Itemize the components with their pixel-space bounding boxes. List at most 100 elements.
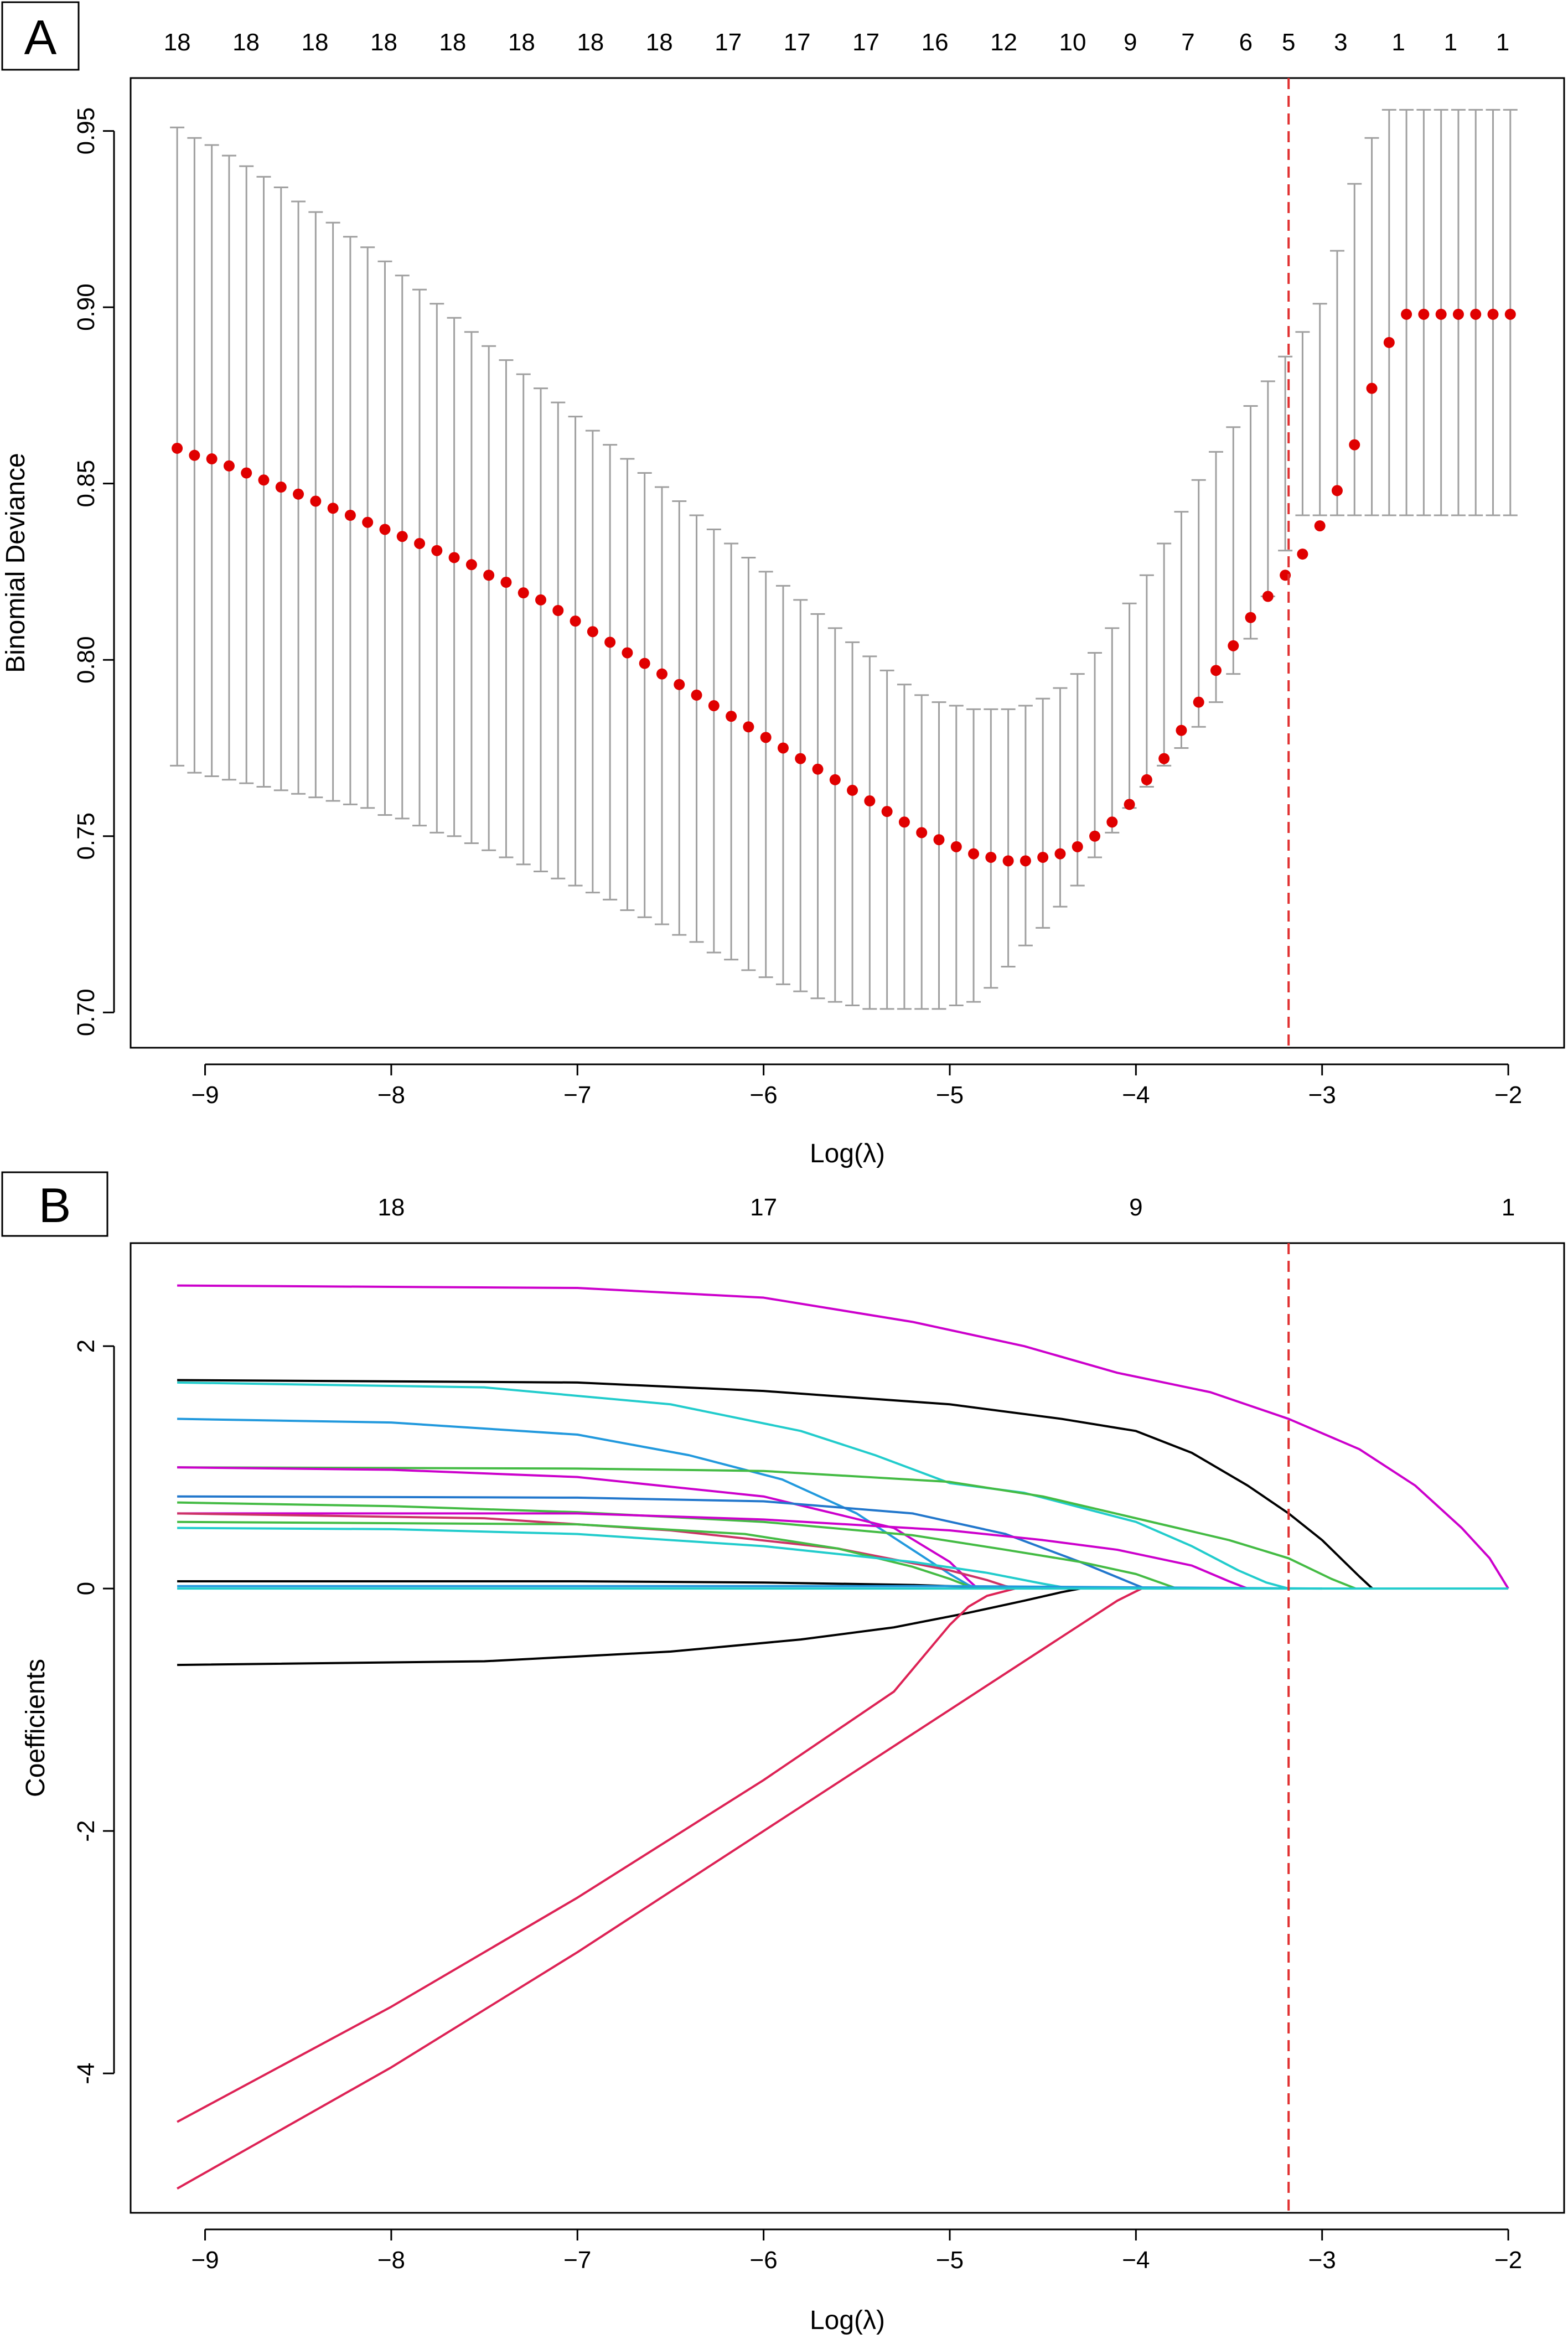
coefficient-path-var1 [177,1284,1509,1590]
deviance-point [1054,848,1066,860]
deviance-point [933,834,945,846]
deviance-point [431,545,443,556]
deviance-point [552,605,564,617]
deviance-point [639,658,650,669]
deviance-point [1193,696,1204,708]
panel-b-x-tick-label: −3 [1308,2247,1336,2274]
deviance-point [1210,665,1222,676]
panel-a-x-tick-label: −6 [750,1081,778,1109]
panel-a-x-tick-label: −9 [191,1081,219,1109]
panel-b-y-tick-label: 2 [73,1339,100,1353]
coefficient-path-var7 [177,1495,1146,1590]
panel-a-y-label: Binomial Deviance [1,453,30,673]
panel-a-x-tick-label: −3 [1308,1081,1336,1109]
deviance-point [916,827,928,839]
panel-a-x-axis: −9 −8 −7 −6 −5 −4 −3 −2 [191,1063,1522,1109]
deviance-point [258,474,270,486]
deviance-point [864,795,876,807]
deviance-point [812,763,824,775]
deviance-point [881,806,893,817]
deviance-point [1314,520,1326,532]
panel-a-x-tick-label: −4 [1122,1081,1150,1109]
deviance-point [310,495,322,507]
deviance-point [1401,308,1412,320]
panel-a-top-label: 16 [922,29,949,56]
deviance-point [674,679,685,690]
panel-a-x-tick-label: −2 [1494,1081,1522,1109]
coefficient-path-var9 [177,1512,1248,1590]
panel-a-top-label: 12 [990,29,1017,56]
deviance-point [777,742,789,754]
deviance-point [189,449,200,461]
deviance-point [1106,816,1118,828]
panel-b-top-label: 18 [377,1194,405,1221]
panel-b-y-tick-label: -4 [73,2063,100,2084]
panel-b-top-label: 1 [1502,1194,1515,1221]
deviance-point [1418,308,1430,320]
deviance-point [172,442,183,454]
deviance-point [500,577,512,588]
panel-a-top-label: 10 [1059,29,1086,56]
deviance-point [448,552,460,563]
deviance-point [1349,439,1360,451]
panel-a-x-tick-label: −8 [377,1081,405,1109]
panel-b-top-label: 17 [750,1194,777,1221]
deviance-point [1176,725,1187,736]
deviance-point [847,784,858,796]
deviance-point [1383,337,1395,348]
panel-b-x-tick-label: −9 [191,2247,219,2274]
panel-a-plot-box [130,77,1565,1049]
deviance-point [1470,308,1482,320]
panel-a-y-tick-label: 0.90 [73,283,100,331]
panel-a-top-label: 1 [1444,29,1457,56]
panel-b-x-tick-label: −7 [563,2247,591,2274]
deviance-point [206,453,218,465]
deviance-point [414,537,426,549]
deviance-point [656,668,667,680]
panel-a-top-label: 18 [577,29,604,56]
panel-b-y-tick-label: -2 [73,1820,100,1842]
panel-a-points [172,308,1516,867]
panel-a-top-label: 5 [1282,29,1295,56]
panel-b-plot-box [130,1242,1565,2214]
panel-a-top-label: 17 [715,29,742,56]
deviance-point [760,732,772,743]
deviance-point [1245,612,1256,623]
deviance-point [708,700,720,712]
coefficient-path-var4 [177,1417,979,1590]
panel-a-y-tick-label: 0.80 [73,636,100,684]
deviance-point [898,816,910,828]
panel-a-label: A [24,10,57,65]
panel-b-x-axis: −9 −8 −7 −6 −5 −4 −3 −2 [191,2228,1522,2274]
deviance-point [1020,855,1031,867]
deviance-point [1072,841,1083,852]
panel-b-y-axis: -4 -2 0 2 [73,1339,115,2084]
panel-a-y-tick-label: 0.85 [73,460,100,508]
panel-b: B −9 −8 −7 −6 −5 −4 −3 −2 -4-202 18 17 9 1 Log(λ) … [1,1171,1565,2335]
panel-a-top-label: 6 [1239,29,1253,56]
panel-a-top-label: 1 [1496,29,1509,56]
deviance-point [241,467,252,479]
coefficient-path-var3 [177,1381,1289,1590]
deviance-point [570,615,581,627]
panel-a-top-axis: 18 18 18 18 18 18 18 18 17 17 17 16 12 10 9 7 6 5 3 1 1 1 [164,29,1510,56]
deviance-point [1124,799,1135,810]
deviance-point [396,531,408,542]
panel-a-top-label: 18 [232,29,260,56]
deviance-point [1228,640,1239,651]
deviance-point [535,594,547,606]
deviance-point [1504,308,1516,320]
deviance-point [1366,382,1378,394]
coefficient-path-var12 [177,1526,1071,1590]
panel-a-error-bars [170,108,1518,1010]
panel-b-x-tick-label: −6 [750,2247,778,2274]
coefficient-path-var5 [177,1466,1357,1590]
panel-a-y-tick-label: 0.70 [73,989,100,1036]
panel-a: A −9 −8 −7 −6 −5 −4 −3 −2 0.700.750.800.850.900… [1,1,1565,1168]
deviance-point [726,711,737,722]
coefficient-path-var14 [177,1587,1080,1667]
panel-a-y-tick-label: 0.75 [73,813,100,860]
panel-a-top-label: 1 [1391,29,1405,56]
panel-b-x-tick-label: −8 [377,2247,405,2274]
